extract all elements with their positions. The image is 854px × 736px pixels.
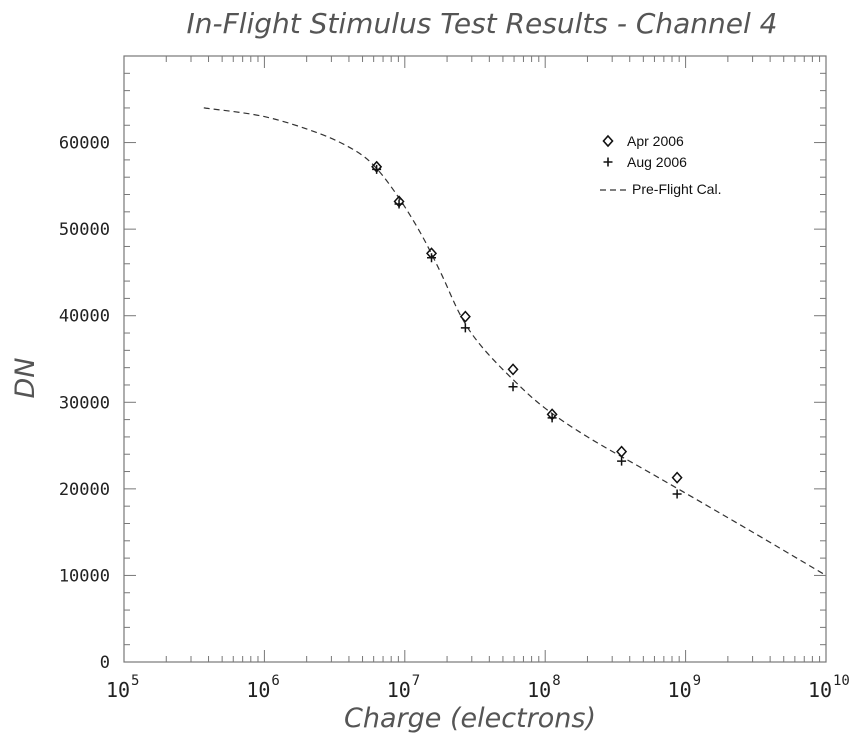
x-tick-exponent: 5: [131, 673, 139, 689]
apr-2006-point: [671, 471, 683, 484]
x-tick-label: 10: [387, 678, 411, 702]
chart-title: In-Flight Stimulus Test Results - Channe…: [186, 7, 777, 40]
aug-2006-point: [372, 164, 382, 174]
aug-2006-point: [672, 489, 682, 499]
legend-entry-preflight: Pre-Flight Cal.: [600, 181, 721, 197]
y-tick-labels: 0 10000 20000 30000 40000 50000 60000: [59, 134, 110, 673]
y-tick-label: 10000: [59, 566, 110, 586]
aug-2006-point: [460, 323, 470, 333]
y-tick-label: 60000: [59, 134, 110, 154]
x-tick-label: 10: [668, 678, 692, 702]
legend-label-aug: Aug 2006: [627, 154, 687, 170]
pre-flight-curve: [203, 107, 827, 576]
y-tick-label: 30000: [59, 393, 110, 413]
y-axis-title: DN: [10, 358, 41, 399]
x-tick-label: 10: [246, 678, 270, 702]
legend-label-apr: Apr 2006: [627, 133, 684, 149]
y-tick-label: 20000: [59, 480, 110, 500]
y-ticks: [124, 55, 826, 663]
apr-2006-point: [616, 445, 628, 458]
aug-2006-point: [394, 199, 404, 209]
legend: Apr 2006 Aug 2006 Pre-Flight Cal.: [600, 133, 721, 197]
aug-2006-point: [508, 382, 518, 392]
legend-diamond-icon: [602, 134, 614, 148]
x-tick-exponent: 10: [833, 673, 850, 689]
legend-label-preflight: Pre-Flight Cal.: [632, 181, 721, 197]
x-axis-title: Charge (electrons): [344, 703, 596, 734]
y-tick-label: 40000: [59, 307, 110, 327]
data-markers: [371, 160, 683, 499]
legend-entry-aug: Aug 2006: [603, 154, 687, 170]
aug-2006-point: [547, 413, 557, 423]
x-tick-exponent: 8: [552, 673, 560, 689]
aug-2006-point: [617, 456, 627, 466]
legend-entry-apr: Apr 2006: [602, 133, 684, 149]
x-tick-label: 10: [527, 678, 551, 702]
x-tick-exponent: 7: [412, 673, 420, 689]
x-tick-exponent: 6: [271, 673, 279, 689]
legend-plus-icon: [603, 157, 613, 167]
x-tick-exponent: 9: [693, 673, 701, 689]
aug-2006-point: [427, 253, 437, 263]
y-tick-label: 0: [100, 653, 110, 673]
pre-flight-cal-line: [203, 107, 827, 576]
y-tick-label: 50000: [59, 220, 110, 240]
x-tick-labels: 10 5 10 6 10 7 10 8 10 9 10 10: [106, 673, 850, 702]
x-ticks: [123, 56, 827, 662]
apr-2006-point: [459, 310, 471, 323]
x-tick-label: 10: [106, 678, 130, 702]
x-tick-label: 10: [808, 678, 832, 702]
plot-frame: [123, 55, 827, 663]
apr-2006-point: [507, 363, 519, 376]
